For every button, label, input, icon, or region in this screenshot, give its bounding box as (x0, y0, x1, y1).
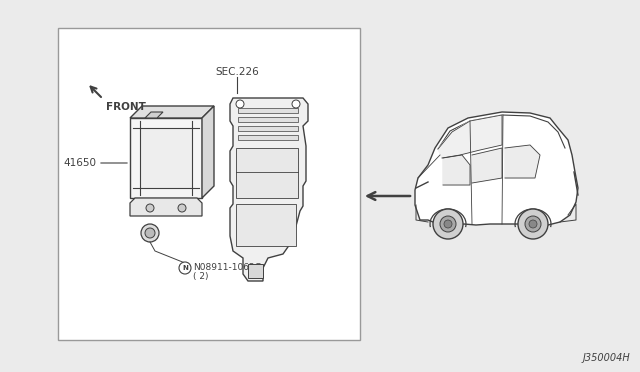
Text: 41650: 41650 (63, 158, 96, 168)
Circle shape (146, 204, 154, 212)
Circle shape (444, 220, 452, 228)
Bar (248, 264, 263, 278)
Circle shape (525, 216, 541, 232)
Text: J350004H: J350004H (582, 353, 630, 363)
Bar (238, 117, 298, 122)
Bar (236, 148, 298, 198)
Text: ( 2): ( 2) (193, 273, 209, 282)
Polygon shape (130, 106, 214, 118)
Circle shape (292, 100, 300, 108)
Bar (238, 108, 298, 113)
Text: N08911-1062G: N08911-1062G (193, 263, 262, 272)
Text: SEC.226: SEC.226 (215, 67, 259, 77)
Polygon shape (415, 112, 578, 226)
Polygon shape (145, 112, 163, 118)
Polygon shape (505, 145, 540, 178)
Bar (140, 128, 192, 188)
Polygon shape (230, 98, 308, 281)
Polygon shape (443, 155, 470, 185)
Polygon shape (130, 198, 202, 216)
Circle shape (518, 209, 548, 239)
Bar (238, 135, 298, 140)
Polygon shape (438, 115, 502, 158)
Circle shape (178, 204, 186, 212)
Text: FRONT: FRONT (106, 102, 146, 112)
Circle shape (236, 100, 244, 108)
Circle shape (141, 224, 159, 242)
Circle shape (440, 216, 456, 232)
Text: N: N (182, 265, 188, 271)
Bar (58, 28, 360, 340)
Circle shape (179, 262, 191, 274)
Bar (236, 204, 296, 246)
Bar (130, 118, 202, 198)
Polygon shape (472, 148, 502, 183)
Circle shape (529, 220, 537, 228)
Circle shape (145, 228, 155, 238)
Polygon shape (202, 106, 214, 198)
Circle shape (433, 209, 463, 239)
Bar (238, 126, 298, 131)
